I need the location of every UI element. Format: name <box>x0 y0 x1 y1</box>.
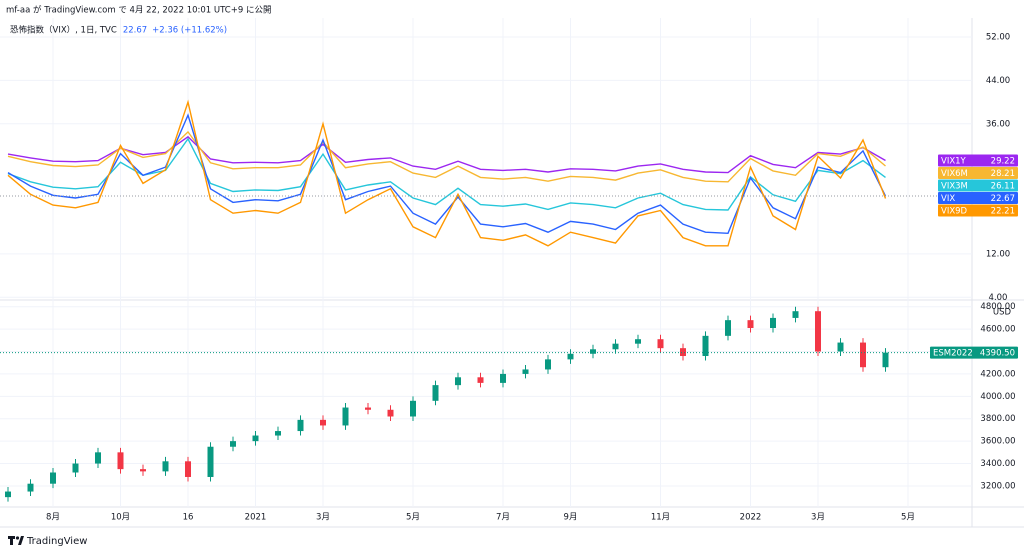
x-tick-label: 3月 <box>811 513 825 523</box>
legend-value: 22.67 <box>123 26 147 36</box>
candle-body <box>702 335 709 357</box>
price-tag-value: 22.21 <box>991 207 1015 217</box>
candle-body <box>522 369 529 374</box>
candle-body <box>297 419 304 432</box>
candle-body <box>657 339 664 349</box>
y-tick-label: 3400.00 <box>980 459 1015 469</box>
candle-body <box>95 452 101 464</box>
price-tag <box>930 346 1018 359</box>
candle-body <box>590 349 596 354</box>
candle-body <box>635 339 641 344</box>
candle-body <box>50 472 56 484</box>
candle-body <box>860 342 866 368</box>
price-tag-value: 22.67 <box>991 194 1015 204</box>
price-tag <box>938 192 1018 205</box>
y-tick-label: 3600.00 <box>980 437 1015 447</box>
series-line <box>7 99 887 247</box>
candle-body <box>770 317 776 329</box>
candle-body <box>162 461 169 472</box>
candle-body <box>230 441 236 447</box>
candle-body <box>455 377 461 386</box>
candle-body <box>5 491 11 498</box>
price-tag-name: VIX1Y <box>941 157 967 167</box>
price-tag <box>938 179 1018 192</box>
candle-body <box>140 469 146 472</box>
x-tick-label: 5月 <box>406 513 420 523</box>
price-tag-name: VIX6M <box>941 169 968 179</box>
price-tag-name: VIX <box>941 194 955 204</box>
candle-body <box>275 431 281 436</box>
x-tick-label: 10月 <box>111 513 130 523</box>
logo <box>8 536 24 545</box>
candle-body <box>725 320 731 336</box>
y-tick-label: 4.00 <box>989 293 1008 303</box>
header: mf-aa が TradingView.com で 4月 22, 2022 10… <box>6 5 271 16</box>
candle-body <box>882 352 889 368</box>
y-tick-label: 44.00 <box>986 76 1010 86</box>
price-tag-value: 29.22 <box>991 157 1015 167</box>
candle-body <box>680 348 686 357</box>
price-tag-value: 28.21 <box>991 169 1015 179</box>
candle-body <box>365 407 371 410</box>
y-tick-label: 36.00 <box>986 119 1010 129</box>
y-tick-label: 3800.00 <box>980 414 1015 424</box>
candle-body <box>320 419 326 426</box>
candle-body <box>185 461 191 477</box>
candle-body <box>815 311 821 352</box>
y-tick-label: 3200.00 <box>980 481 1015 491</box>
price-tag-name: VIX3M <box>941 182 968 192</box>
price-tag-value: 4390.50 <box>980 349 1015 359</box>
x-tick-label: 7月 <box>496 513 510 523</box>
candle-body <box>387 409 394 417</box>
y-tick-label: 4000.00 <box>980 392 1015 402</box>
price-tag <box>938 204 1018 217</box>
candle-body <box>567 353 574 360</box>
candle-body <box>477 377 484 383</box>
x-tick-label: 9月 <box>564 513 578 523</box>
candle-body <box>252 435 259 442</box>
candle-body <box>545 359 551 370</box>
series-line <box>7 130 886 183</box>
price-tag-name: ESM2022 <box>933 349 973 359</box>
series-line <box>7 135 886 174</box>
price-tag <box>938 167 1018 180</box>
candle-body <box>72 463 79 473</box>
price-tag-name: VIX9D <box>941 207 968 217</box>
candle-body <box>342 407 349 426</box>
y-tick-label: 4600.00 <box>980 325 1015 335</box>
x-tick-label: 2022 <box>740 513 762 523</box>
candle-body <box>792 311 799 318</box>
x-tick-label: 16 <box>183 513 194 523</box>
y-tick-label: 4200.00 <box>980 369 1015 379</box>
y-tick-label: 4800.00 <box>980 302 1015 312</box>
y-tick-label: 52.00 <box>986 32 1010 42</box>
legend-change: +2.36 (+11.62%) <box>152 26 227 36</box>
candle-body <box>747 320 754 329</box>
price-tag <box>938 154 1018 167</box>
series-line <box>7 137 886 211</box>
x-tick-label: 8月 <box>46 513 60 523</box>
x-tick-label: 3月 <box>316 513 330 523</box>
candle-body <box>612 343 619 350</box>
price-tag-value: 26.11 <box>991 182 1015 192</box>
currency-label: USD <box>993 308 1012 318</box>
candle-body <box>500 373 506 383</box>
x-tick-label: 5月 <box>901 513 915 523</box>
footer-brand: TradingView <box>26 536 87 547</box>
legend-title: 恐怖指数（VIX）, 1日, TVC <box>10 25 117 36</box>
candle-body <box>117 452 124 470</box>
x-tick-label: 2021 <box>245 513 267 523</box>
candle-body <box>410 400 416 417</box>
candle-body <box>27 483 34 492</box>
x-tick-label: 11月 <box>651 513 670 523</box>
candle-body <box>432 385 439 401</box>
candle-body <box>207 446 214 477</box>
candle-body <box>837 342 844 352</box>
y-tick-label: 12.00 <box>986 249 1010 259</box>
